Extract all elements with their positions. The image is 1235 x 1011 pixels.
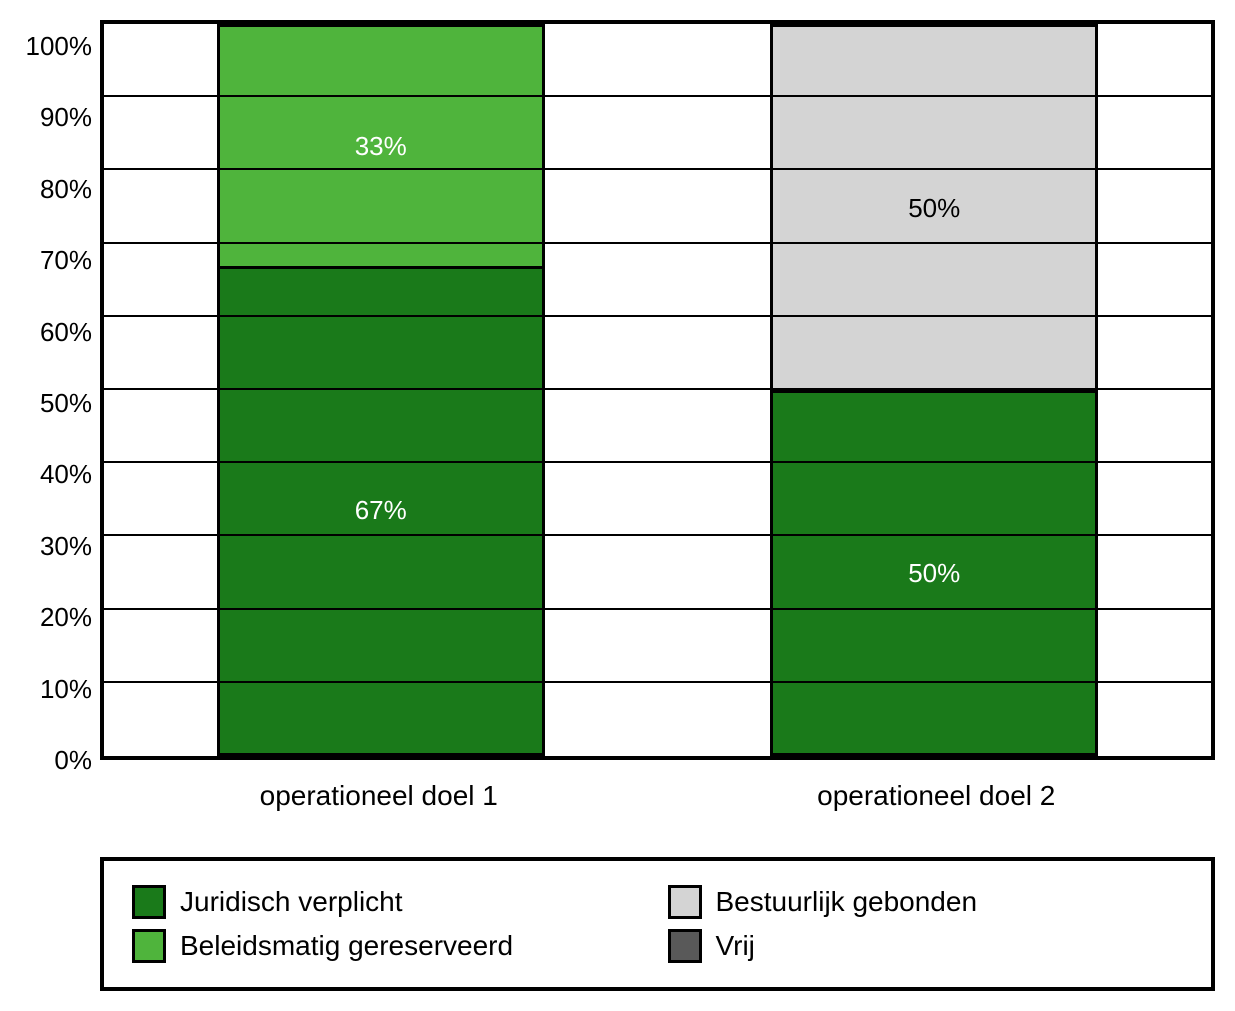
y-tick: 10% <box>20 676 92 702</box>
legend-swatch <box>132 885 166 919</box>
plot-area: 67% 33% 50% 50% <box>100 20 1215 760</box>
y-tick: 80% <box>20 176 92 202</box>
gridline <box>104 168 1211 170</box>
gridline <box>104 534 1211 536</box>
bars-container: 67% 33% 50% 50% <box>104 24 1211 756</box>
legend: Juridisch verplicht Bestuurlijk gebonden B… <box>100 857 1215 991</box>
y-tick: 0% <box>20 747 92 773</box>
legend-swatch <box>668 929 702 963</box>
stacked-bar-chart: 0% 10% 20% 30% 40% 50% 60% 70% 80% 90% 100% 67% 33%… <box>20 20 1215 991</box>
legend-swatch <box>132 929 166 963</box>
y-tick: 70% <box>20 247 92 273</box>
bar-slot: 67% 33% <box>170 24 591 756</box>
legend-swatch <box>668 885 702 919</box>
legend-label: Bestuurlijk gebonden <box>716 886 978 918</box>
y-tick: 60% <box>20 319 92 345</box>
bar-segment-bestuurlijk: 50% <box>770 24 1098 390</box>
x-tick: operationeel doel 2 <box>658 760 1216 812</box>
legend-item-beleidsmatig: Beleidsmatig gereserveerd <box>132 929 648 963</box>
segment-label: 33% <box>355 131 407 162</box>
segment-label: 50% <box>908 558 960 589</box>
y-tick: 20% <box>20 604 92 630</box>
plot-row: 0%10%20%30%40%50%60%70%80%90%100% 67%33%… <box>20 20 1215 760</box>
gridline <box>104 608 1211 610</box>
gridline <box>104 95 1211 97</box>
y-tick: 30% <box>20 533 92 559</box>
gridline <box>104 461 1211 463</box>
bar: 67% 33% <box>217 24 545 756</box>
gridline <box>104 681 1211 683</box>
legend-label: Juridisch verplicht <box>180 886 403 918</box>
y-tick: 90% <box>20 104 92 130</box>
bar: 50% 50% <box>770 24 1098 756</box>
gridline <box>104 242 1211 244</box>
bar-slot: 50% 50% <box>724 24 1145 756</box>
legend-item-juridisch: Juridisch verplicht <box>132 885 648 919</box>
bar-segment-beleidsmatig: 33% <box>217 24 545 266</box>
y-tick: 100% <box>20 33 92 59</box>
segment-label: 50% <box>908 193 960 224</box>
gridline <box>104 388 1211 390</box>
segment-label: 67% <box>355 495 407 526</box>
bar-segment-juridisch: 50% <box>770 390 1098 756</box>
x-axis: operationeel doel 1operationeel doel 2 <box>100 760 1215 812</box>
y-axis: 0%10%20%30%40%50%60%70%80%90%100% <box>20 20 100 760</box>
legend-item-bestuurlijk: Bestuurlijk gebonden <box>668 885 1184 919</box>
y-tick: 40% <box>20 461 92 487</box>
legend-item-vrij: Vrij <box>668 929 1184 963</box>
legend-label: Vrij <box>716 930 755 962</box>
legend-label: Beleidsmatig gereserveerd <box>180 930 513 962</box>
y-tick: 50% <box>20 390 92 416</box>
x-tick: operationeel doel 1 <box>100 760 658 812</box>
gridline <box>104 315 1211 317</box>
